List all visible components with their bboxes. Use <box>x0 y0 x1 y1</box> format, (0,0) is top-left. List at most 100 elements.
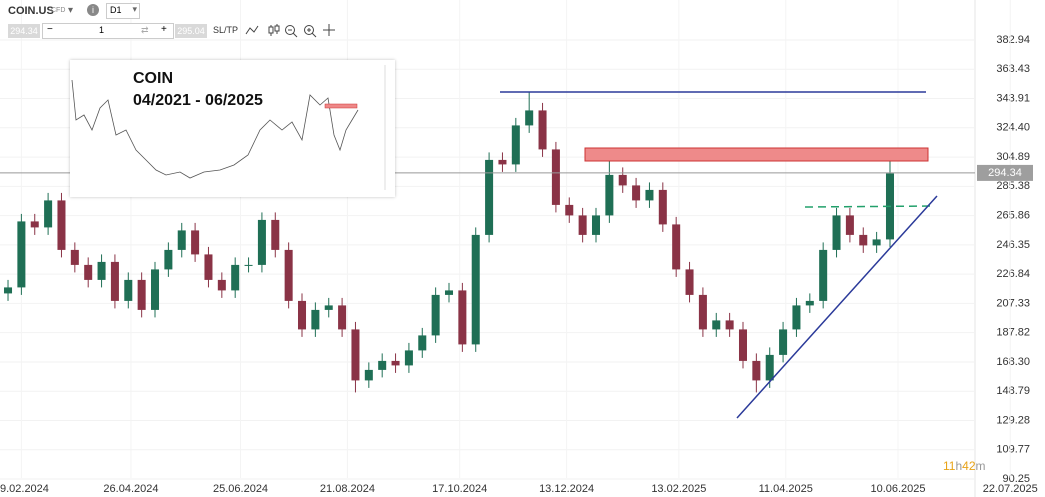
y-tick-label: 304.89 <box>996 151 1030 163</box>
candle-body <box>832 215 841 250</box>
candle-body <box>872 239 881 246</box>
candle-body <box>97 261 106 280</box>
candle-body <box>324 305 333 310</box>
y-tick-label: 265.86 <box>996 210 1030 222</box>
inset-zone <box>324 103 358 109</box>
candle-body <box>632 185 641 201</box>
x-tick-label: 17.10.2024 <box>432 483 487 495</box>
timeframe-select[interactable]: D1 ▾ <box>106 3 140 19</box>
candle-body <box>418 335 427 351</box>
candle-body <box>578 215 587 235</box>
candle-body <box>364 369 373 381</box>
countdown-part: h <box>955 459 963 473</box>
candle-body <box>84 264 93 280</box>
x-tick-label: 25.06.2024 <box>213 483 268 495</box>
y-tick-label: 109.77 <box>996 444 1030 456</box>
line-tool[interactable] <box>245 25 259 35</box>
y-tick-label: 324.40 <box>996 122 1030 134</box>
countdown: 11h42m <box>943 459 986 473</box>
candle-body <box>311 309 320 330</box>
candle-body <box>431 294 440 336</box>
countdown-part: 11 <box>943 459 956 473</box>
x-tick-label: 11.04.2025 <box>759 483 813 495</box>
trend-line <box>736 195 938 419</box>
swap-icon: ⇄ <box>141 25 149 35</box>
candle-body <box>164 249 173 270</box>
candle-body <box>471 234 480 345</box>
candle-body <box>712 320 721 330</box>
candle-body <box>591 215 601 235</box>
zoom-in[interactable] <box>304 25 317 38</box>
countdown-part: m <box>975 459 986 473</box>
candle-body <box>779 329 788 355</box>
candle-body <box>511 125 520 165</box>
candle-body <box>351 329 360 381</box>
candle-tool[interactable] <box>268 24 280 36</box>
candle-body <box>819 249 828 301</box>
info-icon[interactable]: i <box>87 4 99 16</box>
candle-body <box>752 360 761 381</box>
symbol[interactable]: COIN.US <box>8 5 54 17</box>
y-tick-label: 382.94 <box>996 34 1030 46</box>
tool-icons[interactable] <box>244 22 344 40</box>
candle-body <box>284 249 293 301</box>
candle-body <box>151 269 160 310</box>
y-tick-label: 168.30 <box>996 356 1030 368</box>
candle-body <box>485 159 494 235</box>
candle-body <box>538 110 547 150</box>
candle-body <box>565 204 574 216</box>
x-tick-label: 13.02.2025 <box>651 483 706 495</box>
candle-body <box>859 234 868 246</box>
candle-body <box>458 290 467 345</box>
candle-body <box>57 200 66 250</box>
zoom-out[interactable] <box>285 25 298 38</box>
breakout-line <box>804 205 936 208</box>
x-tick-label: 22.07.2025 <box>983 483 1038 495</box>
instrument: CFD <box>51 7 66 14</box>
candle-body <box>30 221 39 228</box>
candle-body <box>137 279 146 310</box>
dropdown-arrow[interactable]: ▾ <box>68 5 74 16</box>
candle-body <box>378 360 387 370</box>
candle-body <box>792 305 801 330</box>
candle-body <box>4 287 13 294</box>
candle-body <box>444 290 454 295</box>
candle-body <box>231 264 240 291</box>
minus[interactable]: − <box>47 24 53 35</box>
candle-body <box>110 261 119 301</box>
x-tick-label: 26.04.2024 <box>103 483 158 495</box>
candle-body <box>845 215 854 235</box>
candle-body <box>271 219 280 250</box>
candle-body <box>17 221 26 288</box>
volume: 1 <box>99 25 105 35</box>
inset-mini-chart <box>71 65 386 190</box>
y-tick-label: 343.91 <box>996 92 1030 104</box>
candle-body <box>191 230 200 255</box>
candle-body <box>525 110 534 126</box>
sltp-button[interactable]: SL/TP <box>213 25 239 35</box>
y-tick-label: 187.82 <box>996 327 1030 339</box>
plus[interactable]: + <box>161 24 167 35</box>
last-price-label: 294.34 <box>988 167 1022 179</box>
candle-body <box>551 149 560 205</box>
x-tick-label: 10.06.2025 <box>870 483 925 495</box>
volume-input[interactable]: − 1 ⇄ + <box>42 23 174 39</box>
crosshair[interactable] <box>323 24 335 36</box>
candle-body <box>44 200 53 228</box>
candle-body <box>391 360 400 366</box>
sell-price[interactable]: 294.34 <box>8 24 40 38</box>
inset-title: COIN <box>133 70 173 87</box>
x-tick-label: 21.08.2024 <box>320 483 375 495</box>
buy-price[interactable]: 295.04 <box>175 24 207 38</box>
y-tick-label: 285.38 <box>996 180 1030 192</box>
candle-body <box>217 279 226 291</box>
inset-chart: COIN 04/2021 - 06/2025 <box>70 60 395 197</box>
candle-body <box>244 264 253 266</box>
candle-body <box>618 174 627 186</box>
y-tick-label: 207.33 <box>996 297 1030 309</box>
candle-body <box>338 305 347 330</box>
candle-body <box>257 219 266 265</box>
candle-body <box>404 350 413 366</box>
candle-body <box>70 249 79 265</box>
